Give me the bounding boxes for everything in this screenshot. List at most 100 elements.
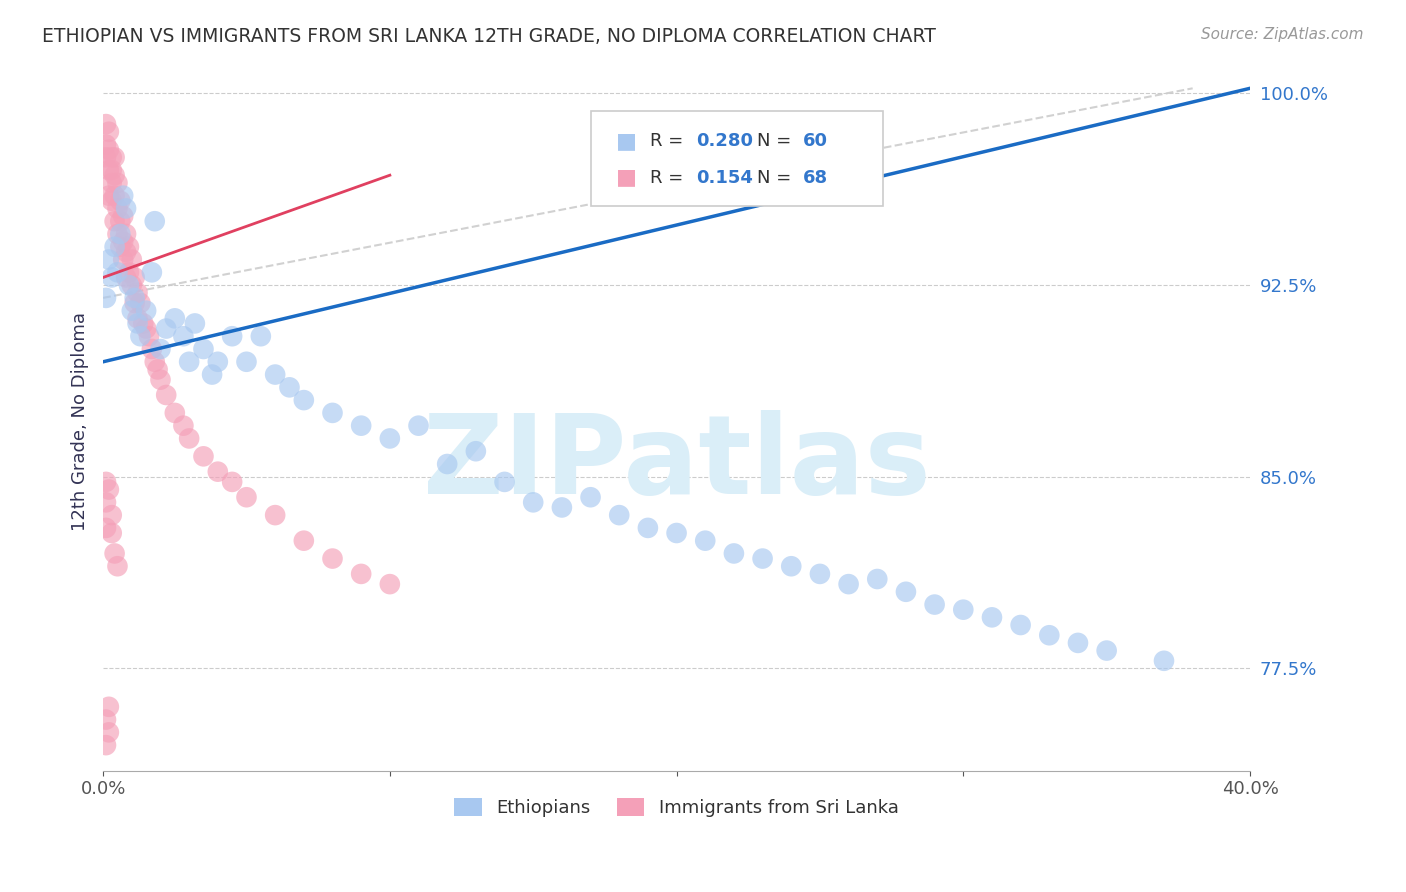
Point [149,342,172,356]
Point [112,252,135,267]
Point [250,329,273,343]
Point [464,444,486,458]
Point [1010,618,1032,632]
Point [292,533,315,548]
Point [97,725,120,739]
Text: R =: R = [650,132,689,151]
Point [579,490,602,504]
Point [118,278,141,293]
Point [172,418,194,433]
Point [94,475,117,489]
Point [112,209,135,223]
Text: N =: N = [756,169,797,186]
Point [221,475,243,489]
Point [127,311,149,326]
Point [193,450,215,464]
Point [378,432,401,446]
Point [107,559,129,574]
Point [155,321,177,335]
Point [172,329,194,343]
Point [163,406,186,420]
Point [378,577,401,591]
Text: ■: ■ [616,168,637,187]
Y-axis label: 12th Grade, No Diploma: 12th Grade, No Diploma [72,312,89,532]
Point [100,526,122,541]
Point [808,566,831,581]
Point [207,465,229,479]
Point [94,495,117,509]
Point [201,368,224,382]
Point [110,214,132,228]
Point [115,244,138,259]
Point [952,602,974,616]
Point [193,342,215,356]
Point [115,202,138,216]
Text: ZIPatlas: ZIPatlas [423,410,931,517]
Point [264,508,287,522]
Point [695,533,717,548]
Point [115,227,138,241]
Point [221,329,243,343]
Point [264,368,287,382]
FancyBboxPatch shape [591,112,883,205]
Point [235,355,257,369]
Point [104,168,127,182]
Point [129,296,152,310]
Point [321,406,343,420]
Point [97,699,120,714]
Text: 0.154: 0.154 [696,169,754,186]
Point [838,577,860,591]
Point [1153,654,1175,668]
Point [94,117,117,131]
Point [107,176,129,190]
Point [94,738,117,752]
Point [155,388,177,402]
Point [100,194,122,208]
Point [143,355,166,369]
Point [665,526,688,541]
Point [100,270,122,285]
Point [115,270,138,285]
Point [110,240,132,254]
Point [132,317,155,331]
Point [107,265,129,279]
Text: 60: 60 [803,132,828,151]
Point [408,418,430,433]
Point [104,240,127,254]
Point [118,265,141,279]
Point [110,227,132,241]
Point [141,265,163,279]
Point [184,317,207,331]
Point [1067,636,1090,650]
Point [94,291,117,305]
Point [780,559,803,574]
Point [207,355,229,369]
Text: 68: 68 [803,169,828,186]
Point [94,150,117,164]
Point [127,317,149,331]
Point [121,303,143,318]
Point [350,566,373,581]
Point [104,188,127,202]
Point [97,163,120,178]
Point [110,194,132,208]
Point [924,598,946,612]
Point [637,521,659,535]
Point [494,475,516,489]
Point [97,252,120,267]
Point [551,500,574,515]
Point [100,508,122,522]
Text: ■: ■ [616,131,637,152]
Text: 0.280: 0.280 [696,132,754,151]
Point [124,270,146,285]
Point [107,202,129,216]
Point [278,380,301,394]
Text: Source: ZipAtlas.com: Source: ZipAtlas.com [1201,27,1364,42]
Point [94,137,117,152]
Text: N =: N = [756,132,797,151]
Point [321,551,343,566]
Point [104,150,127,164]
Point [124,296,146,310]
Point [124,291,146,305]
Point [143,214,166,228]
